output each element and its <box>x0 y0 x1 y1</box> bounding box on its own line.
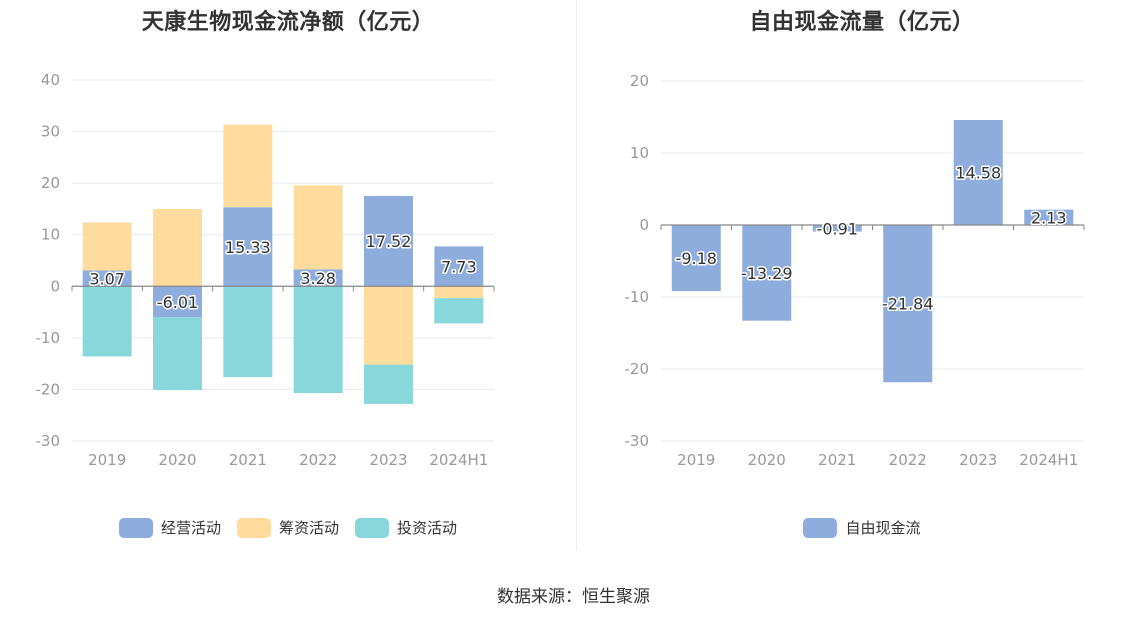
bar-投资活动 <box>434 298 484 324</box>
y-tick-label: 0 <box>639 216 649 234</box>
data-label: 3.28 <box>300 269 336 288</box>
x-tick-label: 2019 <box>88 451 126 469</box>
bar-自由现金流 <box>742 225 792 321</box>
bar-自由现金流 <box>812 225 862 232</box>
data-label: 3.07 <box>89 269 125 288</box>
legend-swatch <box>236 517 271 538</box>
y-tick-label: -30 <box>625 432 650 450</box>
data-label: 7.73 <box>441 257 477 276</box>
legend-label: 筹资活动 <box>278 519 339 537</box>
legend-label: 经营活动 <box>160 519 221 537</box>
y-tick-label: -20 <box>625 360 650 378</box>
y-tick-label: 20 <box>630 72 649 90</box>
bar-筹资活动 <box>293 185 343 270</box>
bar-投资活动 <box>223 286 273 378</box>
bar-投资活动 <box>293 286 343 394</box>
data-label: -21.84 <box>882 295 934 314</box>
data-label: 2.13 <box>1031 208 1067 227</box>
bar-筹资活动 <box>364 286 413 365</box>
x-tick-label: 2022 <box>889 451 927 469</box>
legend-swatch <box>118 517 153 538</box>
x-tick-label: 2023 <box>369 451 407 469</box>
x-tick-label: 2021 <box>818 451 856 469</box>
bar-自由现金流 <box>953 120 1003 225</box>
y-tick-label: 10 <box>630 144 649 162</box>
bar-经营活动 <box>293 269 343 287</box>
chart-legend: 自由现金流 <box>577 517 1147 538</box>
x-tick-label: 2019 <box>677 451 715 469</box>
data-label: 14.58 <box>955 164 1001 183</box>
free-cash-flow-chart: 20 10 0 -10 -20 -30 2019 2020 2021 2022 2023 2024H1… <box>625 72 1085 469</box>
data-label: 17.52 <box>366 232 412 251</box>
bar-投资活动 <box>364 364 413 404</box>
y-tick-label: 30 <box>41 123 60 141</box>
data-label: -0.91 <box>817 219 858 238</box>
data-source-note: 数据来源：恒生聚源 <box>497 587 650 607</box>
y-tick-label: 0 <box>50 277 60 295</box>
y-tick-label: -10 <box>36 329 61 347</box>
chart-title: 天康生物现金流净额（亿元） <box>141 10 435 35</box>
bar-筹资活动 <box>153 208 202 287</box>
x-tick-label: 2023 <box>959 451 997 469</box>
bar-筹资活动 <box>223 124 273 208</box>
bar-筹资活动 <box>434 286 484 299</box>
y-tick-label: -20 <box>36 380 61 398</box>
y-tick-label: -10 <box>625 288 650 306</box>
y-tick-label: 40 <box>41 71 60 89</box>
data-label: -9.18 <box>676 249 717 268</box>
x-tick-label: 2021 <box>229 451 267 469</box>
bar-经营活动 <box>223 207 273 287</box>
bar-经营活动 <box>434 246 484 287</box>
bar-投资活动 <box>153 317 202 390</box>
bar-经营活动 <box>82 270 132 287</box>
legend-item-operating[interactable]: 经营活动 <box>118 517 221 538</box>
x-tick-label: 2020 <box>748 451 786 469</box>
bar-筹资活动 <box>82 222 132 271</box>
bar-自由现金流 <box>1024 209 1074 225</box>
y-tick-label: -30 <box>36 432 61 450</box>
x-tick-label: 2024H1 <box>429 451 488 469</box>
legend-swatch <box>355 517 389 538</box>
legend-item-investing[interactable]: 投资活动 <box>355 517 457 538</box>
bar-自由现金流 <box>671 225 721 292</box>
legend-item-financing[interactable]: 筹资活动 <box>236 517 339 538</box>
bar-经营活动 <box>364 195 413 287</box>
data-label: -13.29 <box>741 264 793 283</box>
bar-投资活动 <box>82 286 132 357</box>
x-tick-label: 2024H1 <box>1019 451 1078 469</box>
free-cash-flow-chart-panel: 自由现金流量（亿元） 20 10 0 -10 -20 -30 2019 2020 2021 202… <box>577 0 1147 560</box>
cash-flow-chart-panel: 天康生物现金流净额（亿元） 40 30 20 10 0 -10 -20 -30 2019 2020… <box>0 0 576 560</box>
legend-label: 投资活动 <box>397 519 458 537</box>
legend-item-free-cash-flow[interactable]: 自由现金流 <box>803 517 921 538</box>
x-tick-label: 2020 <box>158 451 196 469</box>
chart-legend: 经营活动 筹资活动 投资活动 <box>0 517 576 538</box>
y-tick-label: 10 <box>41 226 60 244</box>
panel-divider <box>576 0 577 550</box>
data-label: 15.33 <box>225 238 271 257</box>
bar-自由现金流 <box>883 225 933 383</box>
bar-经营活动 <box>153 286 202 318</box>
legend-swatch <box>803 517 838 538</box>
chart-title: 自由现金流量（亿元） <box>749 10 975 35</box>
x-tick-label: 2022 <box>299 451 337 469</box>
data-label: -6.01 <box>157 293 198 312</box>
legend-label: 自由现金流 <box>845 519 921 537</box>
y-tick-label: 20 <box>41 174 60 192</box>
cash-flow-chart: 40 30 20 10 0 -10 -20 -30 2019 2020 2021 2022 2023 20… <box>36 71 495 469</box>
